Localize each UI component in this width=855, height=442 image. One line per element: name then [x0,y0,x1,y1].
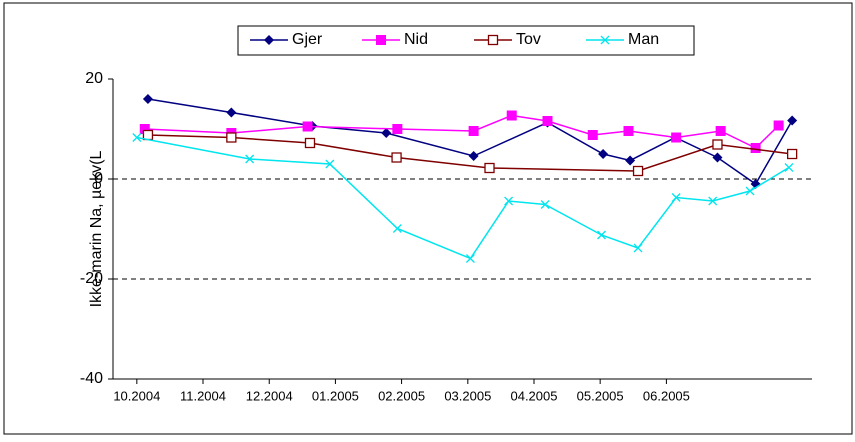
data-point [468,126,479,136]
data-point [671,132,682,143]
legend-marker [376,35,386,45]
data-point [468,151,479,161]
data-point [381,128,392,138]
x-tick-label: 03.2005 [444,388,491,403]
data-point [625,155,636,166]
data-point [598,149,609,159]
data-point [226,132,237,143]
data-point [226,107,237,118]
data-point [787,115,798,126]
data-point [745,186,755,196]
data-point [139,124,150,134]
data-point [142,94,153,104]
x-tick-label: 05.2005 [577,388,624,403]
data-point [587,130,598,140]
chart-frame [3,2,853,435]
legend-label: Gjer [292,31,323,48]
x-tick-label: 11.2004 [180,388,226,403]
data-point [245,154,255,164]
y-tick-label: 0 [94,170,103,187]
series-line [147,134,793,172]
data-point [632,165,644,177]
data-point [712,152,723,163]
x-tick-label: 10.2004 [113,388,160,403]
legend-marker [487,34,499,46]
data-point [623,126,634,136]
x-tick-label: 01.2005 [312,388,359,403]
data-point [671,193,681,202]
data-point [304,137,316,149]
data-point [506,110,517,121]
data-point [633,243,643,253]
x-tick-label: 04.2005 [510,388,557,403]
data-point [784,163,794,172]
legend-marker [264,35,274,45]
data-point [773,120,784,131]
data-point [712,139,723,150]
data-point [597,230,606,240]
data-point [715,126,726,136]
x-tick-label: 02.2005 [378,388,425,403]
data-point [392,224,402,233]
x-tick-label: 06.2005 [643,388,690,403]
data-point [391,152,402,163]
legend-label: Nid [404,31,428,48]
legend-label: Man [628,31,659,48]
data-point [750,143,761,153]
y-tick-label: -20 [80,270,103,287]
x-tick-label: 12.2004 [246,388,293,403]
y-tick-label: -40 [80,370,103,387]
data-point [142,129,154,141]
data-point [540,200,550,209]
y-tick-label: 20 [85,70,103,87]
data-point [465,254,475,263]
data-point [392,124,403,134]
data-point [708,196,718,206]
data-point [325,159,335,169]
legend-marker [600,35,610,45]
data-point [504,196,514,206]
data-point [132,133,142,142]
data-point [484,162,495,174]
series-line [147,98,793,186]
legend-label: Tov [516,31,541,48]
y-axis-label: Ikke-marin Na, µekv(L [88,150,105,307]
data-point [302,121,313,132]
data-point [786,148,798,160]
data-point [542,116,553,126]
